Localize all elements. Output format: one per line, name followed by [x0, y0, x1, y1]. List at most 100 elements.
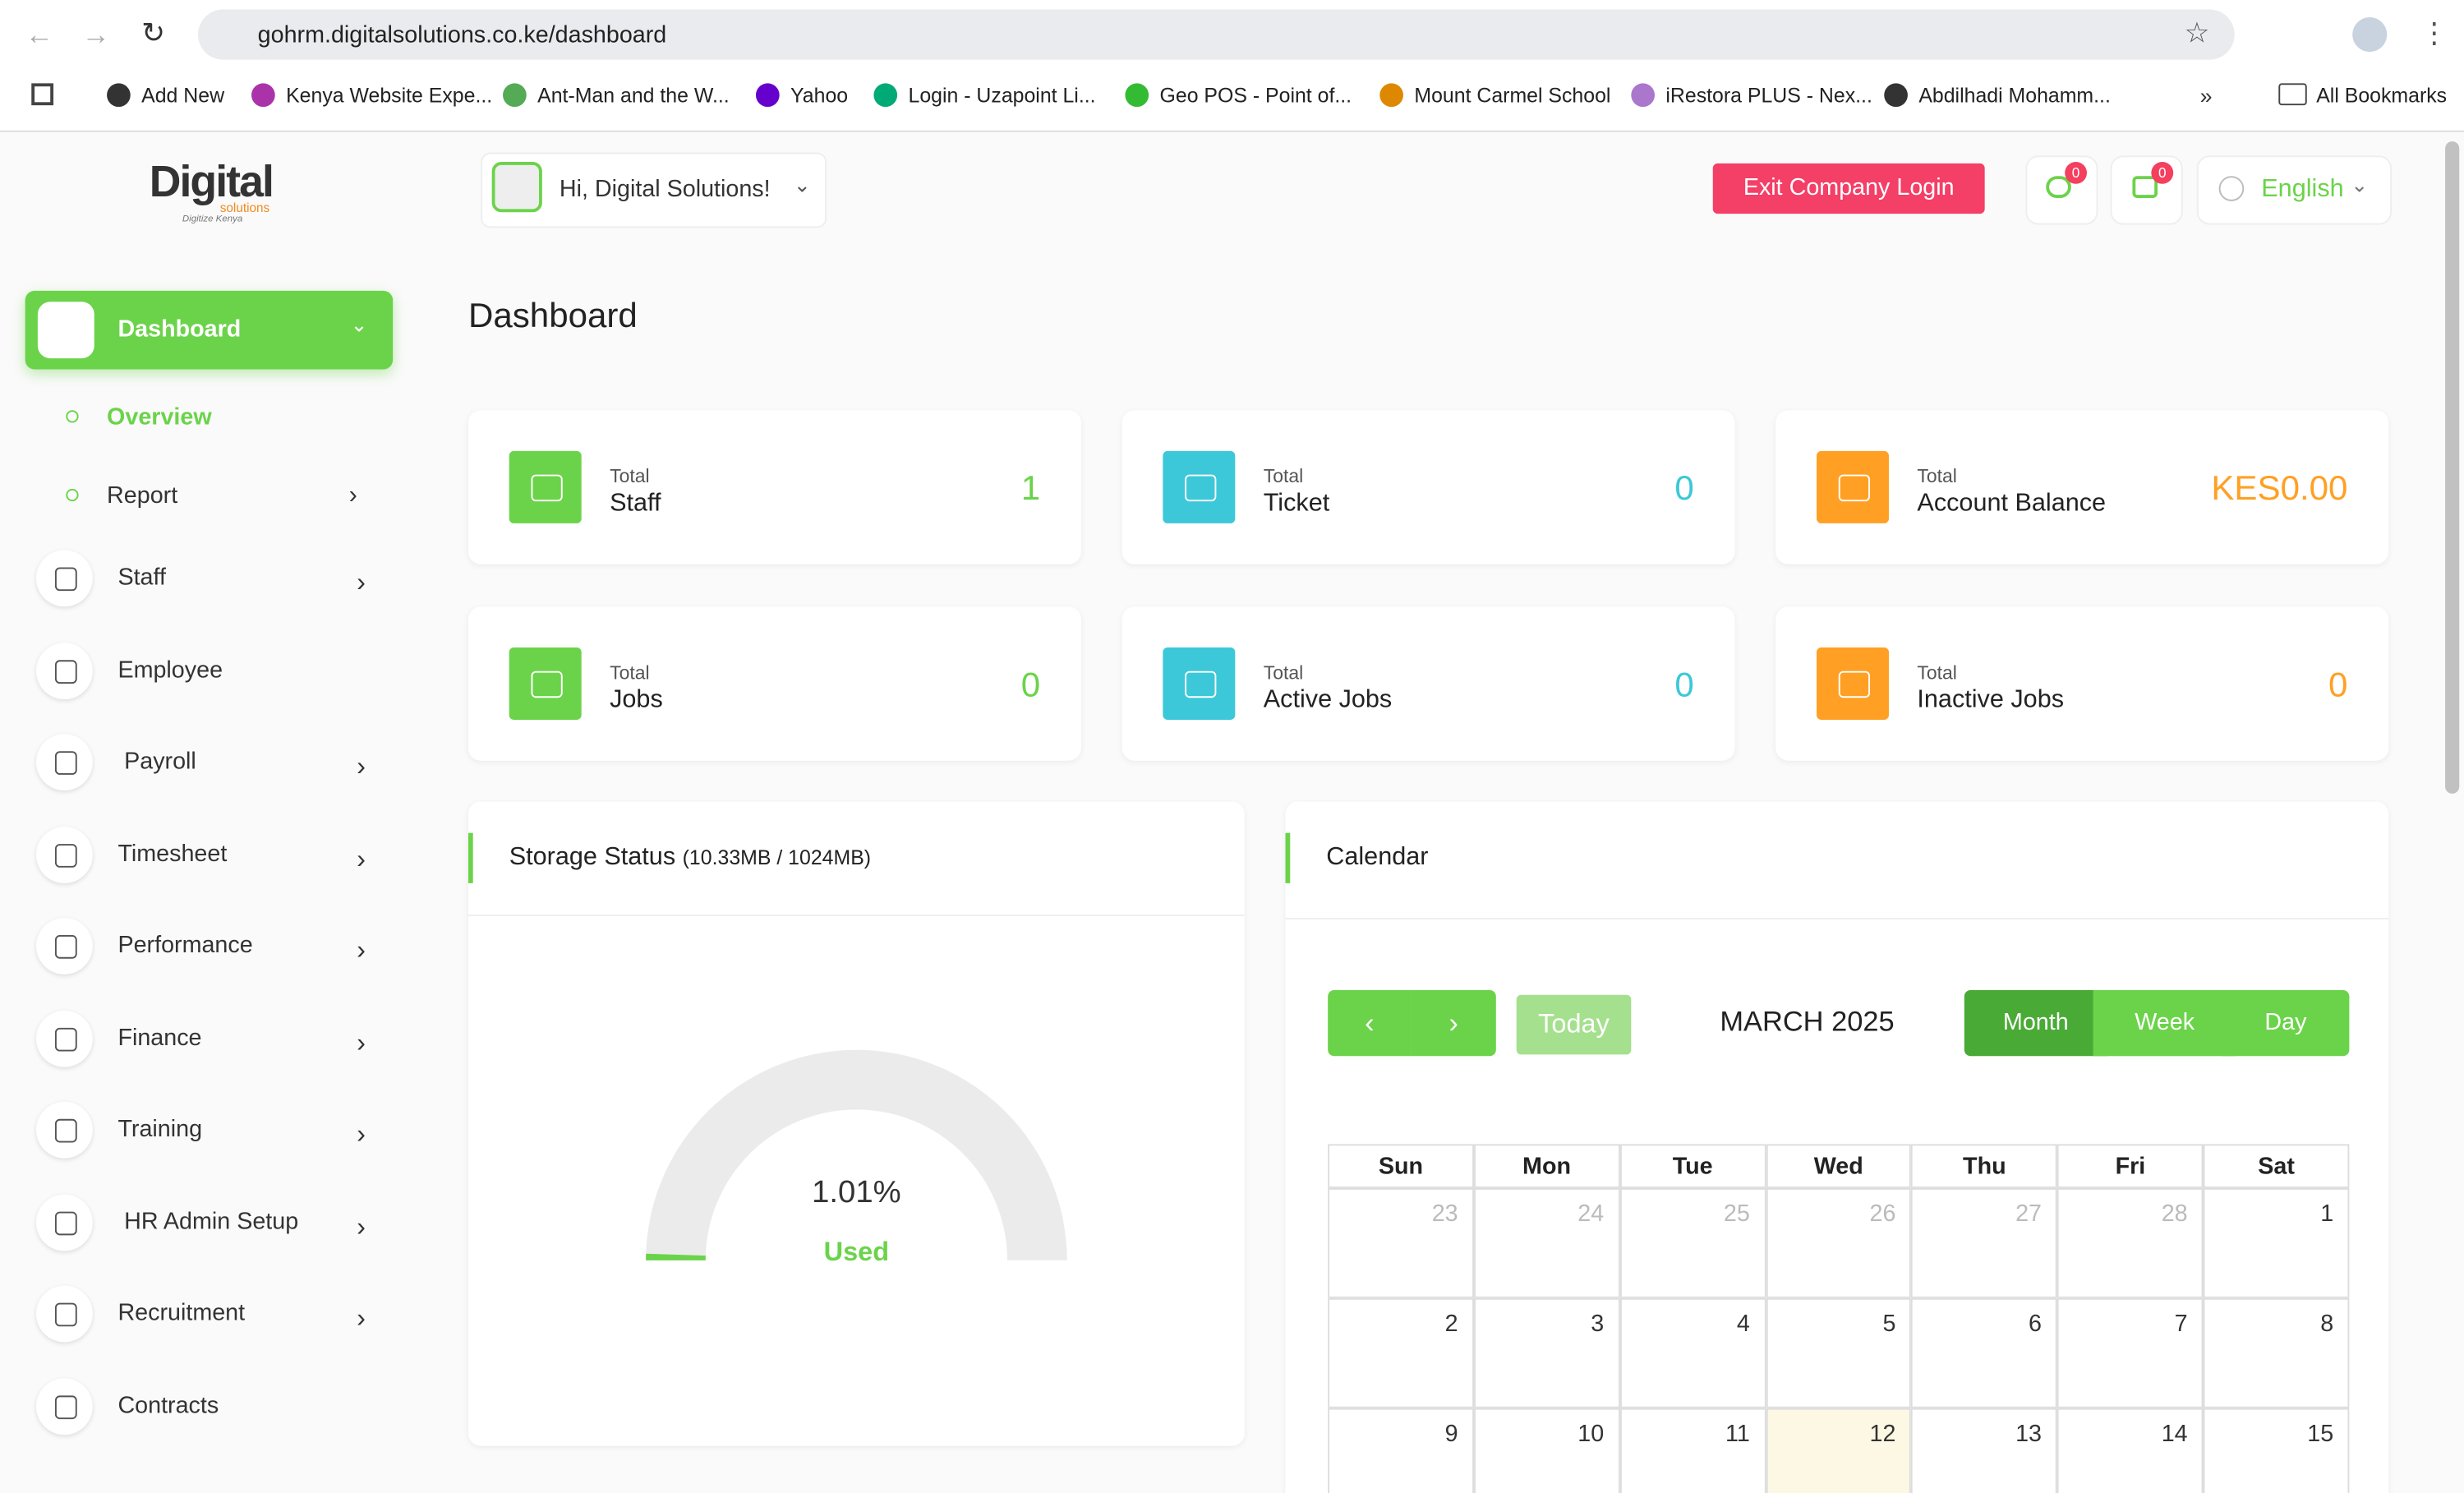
day-number: 8 [2320, 1311, 2334, 1338]
stat-icon [509, 450, 582, 523]
day-cell[interactable] [1911, 1408, 2058, 1493]
avatar [491, 162, 542, 213]
star[interactable]: ☆ [2184, 17, 2210, 49]
bookmark[interactable]: Add New [141, 83, 225, 108]
day-cell[interactable] [1473, 1187, 1620, 1298]
back-button[interactable]: ← [25, 18, 54, 51]
day-number: 10 [1577, 1421, 1605, 1448]
day-cell[interactable] [1765, 1297, 1912, 1408]
address-bar[interactable] [197, 9, 2235, 60]
day-number: 25 [1723, 1200, 1750, 1228]
bookmark[interactable]: Ant-Man and the W... [537, 83, 730, 108]
menu-item[interactable]: Contracts [117, 1391, 219, 1419]
day-number: 26 [1869, 1200, 1896, 1228]
day-cell[interactable] [1765, 1187, 1912, 1298]
globe-icon [2218, 176, 2245, 201]
divider [467, 915, 1245, 917]
bookmark[interactable]: Abdilhadi Mohamm... [1918, 83, 2111, 108]
home-icon [37, 302, 94, 359]
menu-icon [35, 1101, 93, 1159]
stat-label: Total [1917, 661, 1957, 684]
day-cell[interactable] [2057, 1408, 2204, 1493]
chevron: › [357, 567, 366, 597]
forward-button[interactable]: → [81, 18, 110, 51]
day-cell[interactable] [2057, 1297, 2204, 1408]
day-cell[interactable] [1328, 1187, 1474, 1298]
stat-value: 0 [2328, 665, 2348, 704]
bookmark-icon [107, 83, 131, 108]
day-cell[interactable] [1911, 1297, 2058, 1408]
menu-item[interactable]: Staff [117, 564, 166, 592]
day-cell[interactable] [1328, 1408, 1474, 1493]
bookmark[interactable]: Geo POS - Point of... [1159, 83, 1352, 108]
reload-button[interactable]: ↻ [141, 17, 166, 49]
day-cell[interactable] [1619, 1297, 1766, 1408]
bookmark[interactable]: Yahoo [790, 83, 849, 108]
bookmark[interactable]: iRestora PLUS - Nex... [1665, 83, 1872, 108]
day-cell[interactable] [2203, 1187, 2350, 1298]
view-button[interactable]: Day [2222, 989, 2350, 1057]
menu-item[interactable]: HR Admin Setup [124, 1207, 299, 1235]
menu-icon [35, 1193, 93, 1251]
submenu-item[interactable]: Overview [107, 403, 212, 431]
apps[interactable] [31, 83, 54, 106]
logo: Digital [149, 157, 274, 206]
today-button[interactable]: Today [1516, 994, 1632, 1055]
accent [467, 832, 473, 883]
day-cell[interactable] [2057, 1187, 2204, 1298]
day-cell[interactable] [1473, 1408, 1620, 1493]
day-cell[interactable] [2203, 1408, 2350, 1493]
submenu-dot [66, 488, 79, 502]
prev-button[interactable]: ‹ [1328, 989, 1412, 1057]
chevron: ⌄ [2351, 173, 2369, 197]
menu[interactable]: ⋮ [2420, 17, 2448, 49]
day-cell[interactable] [1473, 1297, 1620, 1408]
bookmark[interactable]: Login - Uzapoint Li... [908, 83, 1096, 108]
stat-value: 0 [1020, 665, 1041, 704]
menu-icon-glyph [54, 1394, 77, 1419]
day-cell[interactable] [1619, 1187, 1766, 1298]
stat-icon [1817, 450, 1889, 523]
menu-icon [35, 642, 93, 699]
more-bookmarks[interactable]: » [2199, 83, 2213, 108]
all-bookmarks[interactable]: All Bookmarks [2316, 83, 2448, 108]
view-button[interactable]: Week [2093, 989, 2236, 1057]
exit-company-login[interactable]: Exit Company Login [1712, 163, 1985, 214]
day-cell[interactable] [1911, 1187, 2058, 1298]
next-button[interactable]: › [1411, 989, 1496, 1057]
day-number: 2 [1444, 1311, 1458, 1338]
weekday: Sun [1328, 1144, 1474, 1188]
day-number: 1 [2320, 1200, 2334, 1228]
chevron: › [357, 1118, 366, 1150]
bookmark-icon [251, 83, 275, 108]
weekday: Mon [1473, 1144, 1620, 1188]
menu-item[interactable]: Payroll [124, 748, 196, 775]
menu-item[interactable]: Timesheet [117, 840, 228, 867]
menu-item[interactable]: Employee [117, 656, 223, 684]
divider [1285, 917, 2389, 919]
chevron: › [357, 1302, 366, 1333]
view-button[interactable]: Month [1964, 989, 2107, 1057]
menu-icon [35, 1285, 93, 1343]
gauge-fill [646, 1253, 706, 1260]
day-cell[interactable] [2203, 1297, 2350, 1408]
day-cell[interactable] [1328, 1297, 1474, 1408]
bookmark-icon [1631, 83, 1655, 108]
stat-name: Ticket [1263, 490, 1330, 518]
day-number: 15 [2307, 1421, 2334, 1448]
bookmark[interactable]: Kenya Website Expe... [286, 83, 493, 108]
stat-icon-glyph [1838, 474, 1871, 502]
stat-label: Total [1917, 465, 1957, 487]
menu-item[interactable]: Finance [117, 1024, 202, 1051]
menu-item[interactable]: Recruitment [117, 1299, 246, 1327]
day-cell[interactable] [1619, 1408, 1766, 1493]
submenu-dot [66, 410, 79, 423]
menu-item[interactable]: Training [117, 1115, 203, 1143]
bookmark[interactable]: Mount Carmel School [1414, 83, 1611, 108]
menu-item[interactable]: Performance [117, 932, 253, 959]
day-cell[interactable] [1765, 1408, 1912, 1493]
submenu-item[interactable]: Report [107, 482, 178, 509]
profile[interactable] [2352, 17, 2388, 53]
calendar-title: Calendar [1326, 844, 1429, 871]
chevron: › [357, 751, 366, 781]
